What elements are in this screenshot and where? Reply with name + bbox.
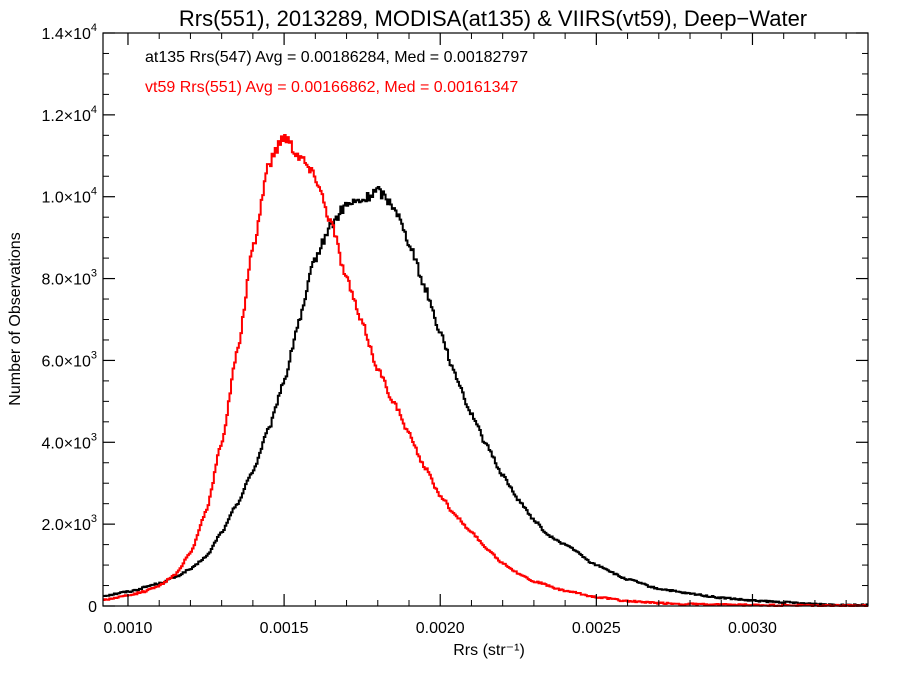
y-tick-exponent: 4 bbox=[91, 186, 97, 198]
y-tick-label: 4.0×103 bbox=[41, 431, 97, 452]
x-tick-label: 0.0025 bbox=[572, 620, 621, 637]
x-tick-label: 0.0020 bbox=[416, 620, 465, 637]
y-axis-label: Number of Observations bbox=[7, 232, 24, 405]
x-tick-label: 0.0010 bbox=[104, 620, 153, 637]
y-tick-exponent: 3 bbox=[91, 349, 97, 361]
legend: at135 Rrs(547) Avg = 0.00186284, Med = 0… bbox=[145, 49, 528, 96]
legend-entry-at135: at135 Rrs(547) Avg = 0.00186284, Med = 0… bbox=[145, 49, 528, 66]
series-line-vt59 bbox=[103, 134, 868, 607]
x-tick-label: 0.0030 bbox=[728, 620, 777, 637]
y-tick-mantissa: 2.0×10 bbox=[41, 517, 90, 534]
y-tick-mantissa: 8.0×10 bbox=[41, 272, 90, 289]
y-tick-label: 1.2×104 bbox=[41, 104, 97, 125]
y-tick-exponent: 4 bbox=[91, 22, 97, 34]
y-tick-mantissa: 6.0×10 bbox=[41, 353, 90, 370]
y-tick-mantissa: 0 bbox=[88, 599, 97, 616]
series-line-at135 bbox=[103, 185, 868, 607]
y-tick-exponent: 3 bbox=[91, 431, 97, 443]
y-tick-mantissa: 1.0×10 bbox=[41, 190, 90, 207]
y-tick-mantissa: 1.2×10 bbox=[41, 108, 90, 125]
y-tick-label: 1.4×104 bbox=[41, 22, 97, 43]
y-tick-label: 1.0×104 bbox=[41, 186, 97, 207]
y-tick-exponent: 3 bbox=[91, 513, 97, 525]
plot-area bbox=[103, 134, 868, 607]
y-tick-mantissa: 1.4×10 bbox=[41, 26, 90, 43]
y-tick-label: 0 bbox=[88, 599, 97, 616]
chart-title: Rrs(551), 2013289, MODISA(at135) & VIIRS… bbox=[179, 6, 807, 31]
y-tick-label: 8.0×103 bbox=[41, 268, 97, 289]
legend-entry-vt59: vt59 Rrs(551) Avg = 0.00166862, Med = 0.… bbox=[145, 79, 518, 96]
x-tick-label: 0.0015 bbox=[260, 620, 309, 637]
y-tick-label: 6.0×103 bbox=[41, 349, 97, 370]
y-tick-label: 2.0×103 bbox=[41, 513, 97, 534]
axes: 0.0010 0.0015 0.0020 0.0025 0.003002.0×1034.… bbox=[41, 22, 869, 637]
y-tick-exponent: 3 bbox=[91, 268, 97, 280]
y-tick-mantissa: 4.0×10 bbox=[41, 435, 90, 452]
y-tick-exponent: 4 bbox=[91, 104, 97, 116]
x-axis-label: Rrs (str⁻¹) bbox=[453, 642, 525, 659]
